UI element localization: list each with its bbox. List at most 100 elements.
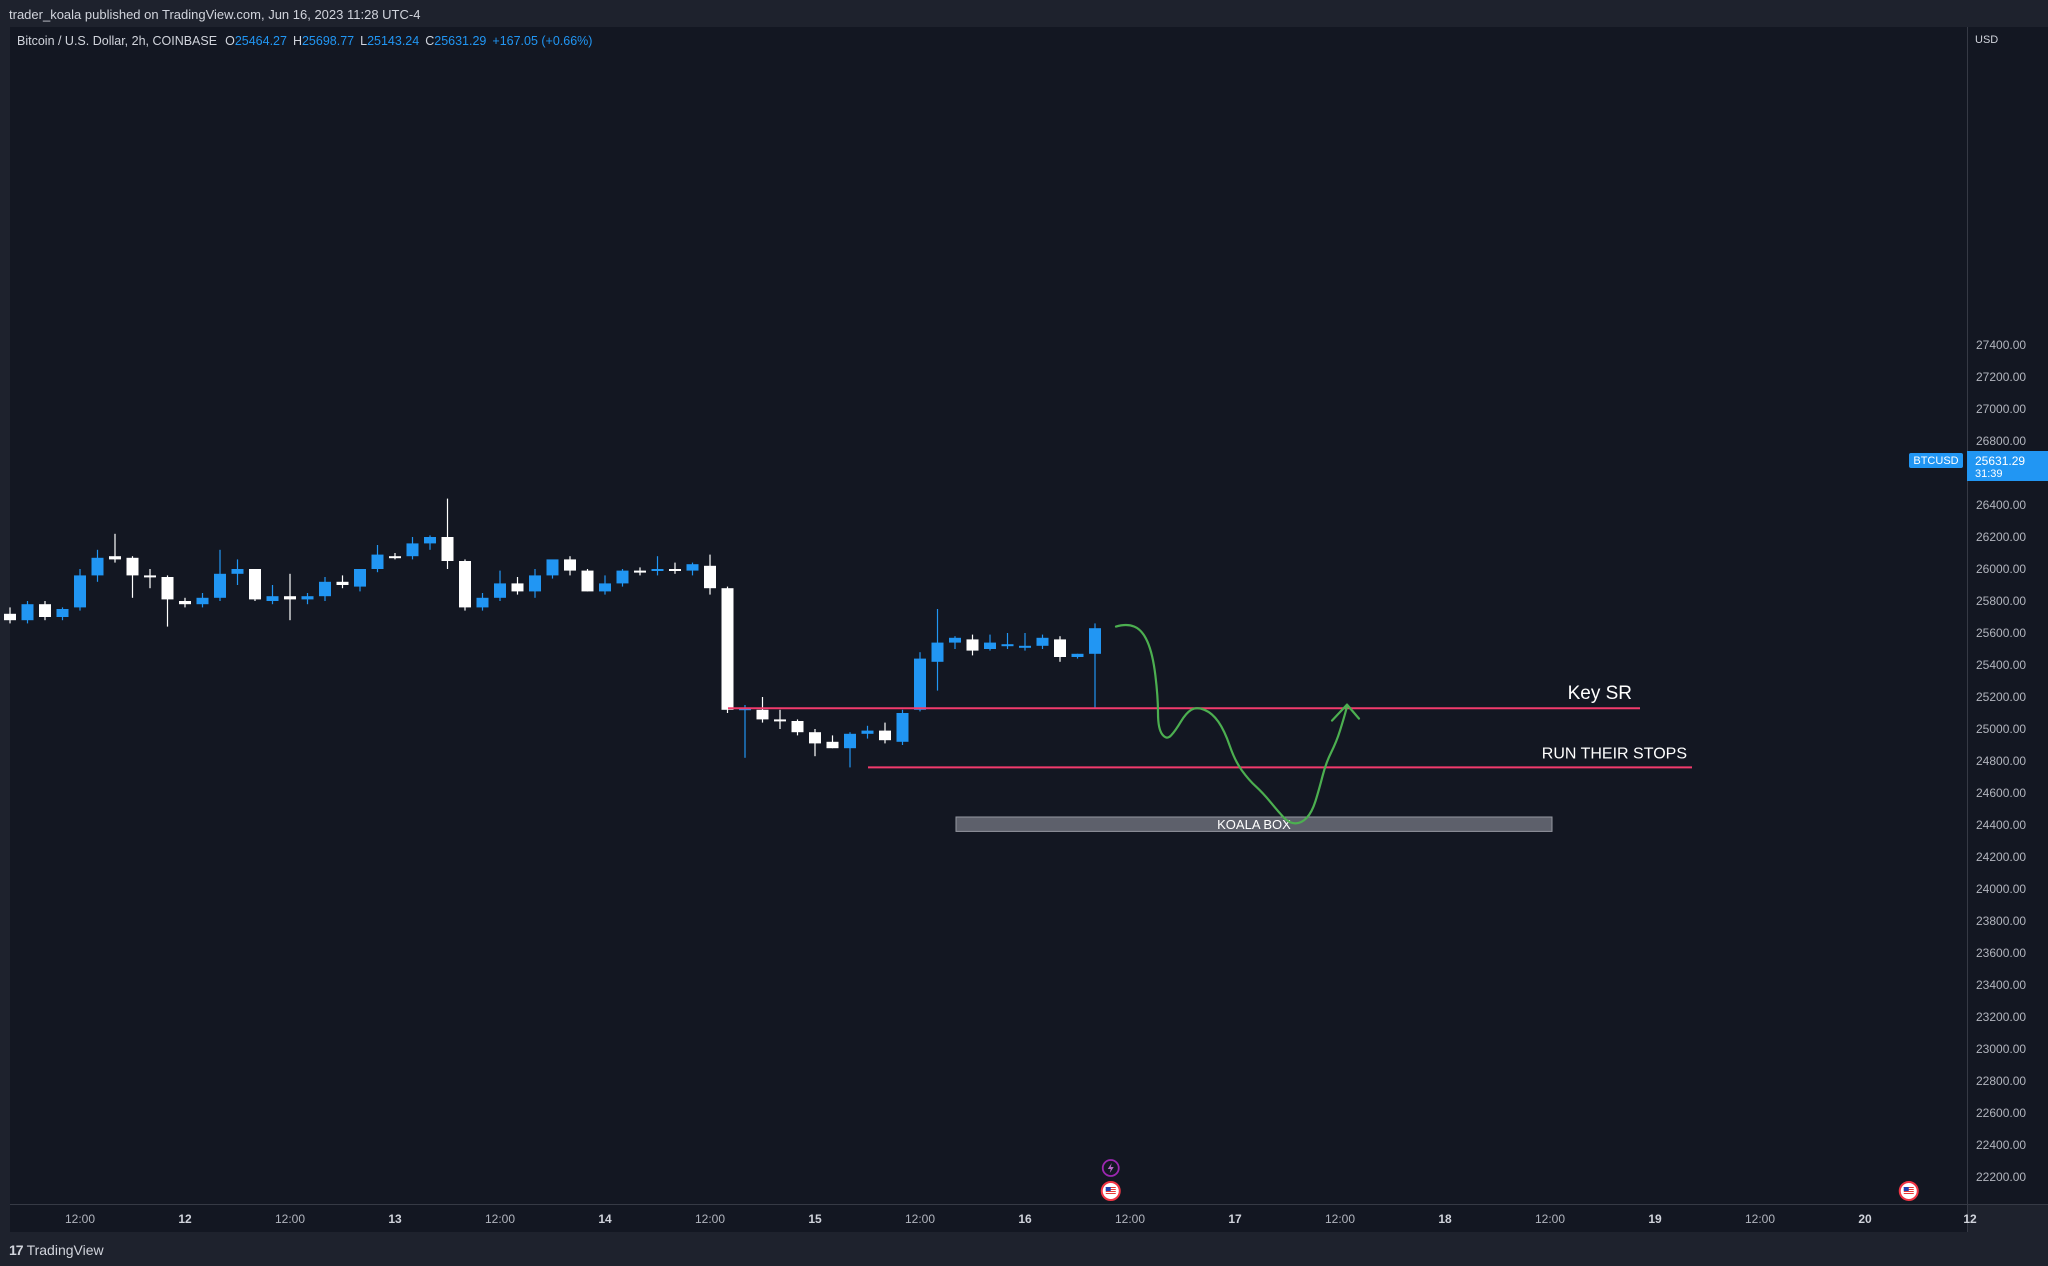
candle-body (966, 639, 979, 651)
candle-body (319, 581, 331, 597)
candle (634, 567, 646, 576)
annotations[interactable]: Key SR RUN THEIR STOPS KOALA BOX (728, 623, 1692, 832)
price-tick-label: 22200.00 (1976, 1170, 2026, 1184)
candle (721, 586, 734, 713)
time-tick-label: 15 (808, 1212, 822, 1226)
candles (4, 498, 1101, 768)
candle-body (424, 537, 436, 544)
candle-body (529, 575, 541, 592)
candle (686, 562, 699, 576)
price-tick-label: 22600.00 (1976, 1106, 2026, 1120)
candle (599, 575, 611, 595)
time-tick-label: 17 (1228, 1212, 1242, 1226)
time-tick-label: 12:00 (1325, 1212, 1355, 1226)
price-tick-label: 23200.00 (1976, 1010, 2026, 1024)
candle (879, 722, 891, 744)
candle-body (861, 730, 874, 734)
time-axis-pane[interactable] (10, 1205, 1967, 1232)
candle (774, 709, 786, 729)
time-axis[interactable]: 12:00 12 12:00 13 12:00 14 12:00 15 12:00 16 12:00… (65, 1212, 1977, 1226)
symbol-tag-label: BTCUSD (1913, 455, 1958, 467)
candle-body (914, 658, 926, 710)
high-value: 25698.77 (301, 34, 355, 48)
candle-body (1001, 644, 1014, 647)
price-tick-label: 22400.00 (1976, 1138, 2026, 1152)
candle (809, 729, 821, 757)
candle (1089, 623, 1101, 709)
candle (546, 559, 559, 579)
candle (371, 545, 384, 573)
candle (266, 585, 279, 605)
candle-body (406, 543, 419, 557)
candle-body (704, 565, 716, 589)
candle (966, 634, 979, 656)
candle-body (161, 577, 174, 600)
price-tick-label: 25800.00 (1976, 594, 2026, 608)
candle-body (599, 583, 611, 592)
candle (161, 575, 174, 627)
last-price-tag: BTCUSD 25631.29 31:39 (1909, 451, 2048, 481)
candle-body (389, 556, 401, 559)
candle (336, 575, 349, 589)
candle-body (196, 597, 209, 605)
price-tick-label: 27200.00 (1976, 370, 2026, 384)
candle-body (1054, 639, 1066, 657)
candle (56, 607, 69, 621)
candle (1036, 634, 1049, 649)
chart[interactable]: 22200.00 22400.00 22600.00 22800.00 23000.00… (0, 0, 2048, 1232)
top-bar: trader_koala published on TradingView.co… (0, 0, 2048, 27)
candle-body (511, 583, 524, 592)
projected-path[interactable] (1114, 623, 1349, 825)
event-markers[interactable] (1100, 1159, 1919, 1201)
candle-body (249, 569, 261, 600)
candle (704, 554, 716, 595)
tradingview-brand[interactable]: 17 TradingView (9, 1242, 104, 1258)
bottom-bar: 17 TradingView (0, 1232, 2048, 1266)
candle (196, 593, 209, 608)
candle-body (791, 721, 804, 733)
candle (284, 573, 296, 621)
candle-body (1071, 653, 1084, 657)
candle (494, 570, 506, 601)
candle-body (266, 596, 279, 601)
candle (74, 569, 86, 611)
candle-body (371, 554, 384, 569)
price-tick-label: 23000.00 (1976, 1042, 2026, 1056)
price-axis-pane[interactable] (1967, 27, 2048, 1204)
low-label: L (360, 34, 368, 48)
candle-body (756, 709, 769, 720)
candle-body (301, 596, 314, 600)
us-flag-event-icon[interactable] (1100, 1181, 1121, 1201)
price-tick-label: 22800.00 (1976, 1074, 2026, 1088)
tradingview-logo-icon: 17 (9, 1242, 24, 1258)
candle-body (634, 570, 646, 573)
candle-body (844, 733, 856, 749)
candle (126, 556, 139, 598)
candle-body (354, 569, 366, 587)
candle-body (984, 642, 996, 649)
candle-body (774, 719, 786, 722)
candle-body (459, 561, 471, 608)
price-tick-label: 26200.00 (1976, 530, 2026, 544)
candle (476, 593, 489, 611)
candle-body (4, 613, 16, 621)
candle-body (109, 556, 121, 560)
candle (669, 562, 681, 574)
high-label: H (292, 34, 302, 48)
currency-label: USD (1975, 34, 1998, 46)
chart-pane[interactable] (10, 27, 1967, 1204)
candle (1054, 636, 1066, 662)
candle (511, 577, 524, 595)
koala-box[interactable] (955, 816, 1553, 832)
candle-body (721, 588, 734, 710)
koala-box-label: KOALA BOX (1217, 817, 1291, 832)
candle (949, 636, 961, 649)
candle-body (826, 741, 839, 749)
us-flag-event-icon[interactable] (1898, 1181, 1919, 1201)
lightning-event-icon[interactable] (1101, 1159, 1120, 1177)
time-tick-label: 12 (1963, 1212, 1977, 1226)
time-tick-label: 12:00 (905, 1212, 935, 1226)
symbol-title[interactable]: Bitcoin / U.S. Dollar, 2h, COINBASE (17, 34, 218, 48)
candle-body (949, 637, 961, 643)
symbol-tag-bg (1909, 453, 1963, 468)
